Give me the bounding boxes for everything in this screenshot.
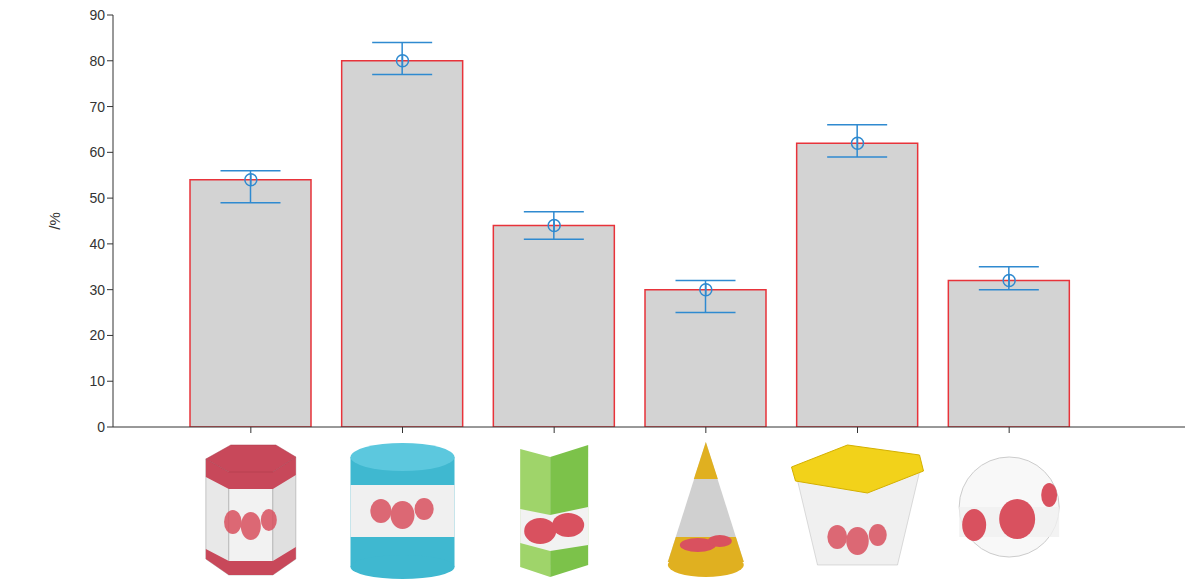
svg-text:80: 80 (89, 53, 105, 69)
svg-text:30: 30 (89, 282, 105, 298)
svg-text:20: 20 (89, 327, 105, 343)
svg-text:60: 60 (89, 144, 105, 160)
svg-text:70: 70 (89, 99, 105, 115)
svg-text:0: 0 (97, 419, 105, 435)
svg-text:/%: /% (46, 212, 63, 230)
svg-text:50: 50 (89, 190, 105, 206)
svg-text:90: 90 (89, 7, 105, 23)
svg-text:40: 40 (89, 236, 105, 252)
svg-text:10: 10 (89, 373, 105, 389)
